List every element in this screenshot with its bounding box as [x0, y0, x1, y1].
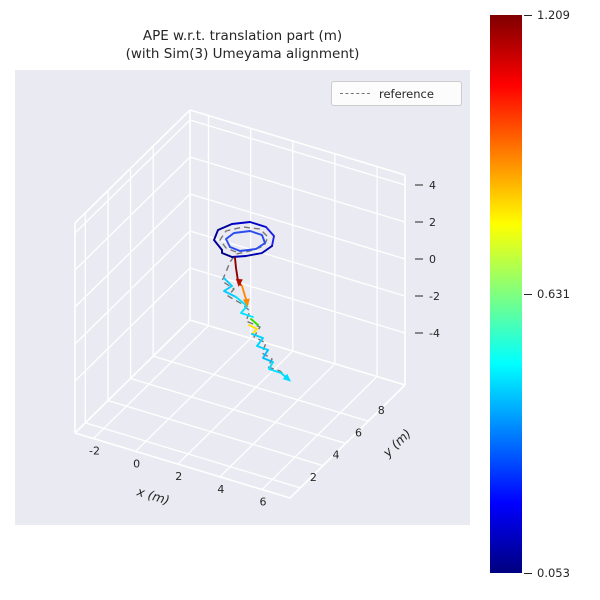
- x-tick-label: 4: [217, 483, 224, 496]
- colorbar-area: 1.209 0.631 0.053: [490, 8, 600, 580]
- axis-edge-x: [74, 432, 291, 499]
- x-tick-label: 0: [133, 457, 140, 470]
- grid-line-floor-x: [219, 363, 336, 478]
- grid-line-floor-x: [261, 376, 378, 491]
- grid-line-floor-x: [135, 337, 252, 452]
- colorbar-tick-mark: [524, 573, 532, 574]
- grid-line-leftwall-z: [74, 193, 191, 308]
- z-tick-label: 0: [429, 253, 436, 266]
- legend: reference: [331, 81, 462, 106]
- trajectory-segment: [213, 223, 233, 251]
- axis-edge-floor-back: [189, 319, 406, 386]
- colorbar-tick-label: 1.209: [537, 8, 570, 22]
- grid-line-backwall-z: [189, 156, 406, 223]
- trajectory-segment: [225, 230, 266, 252]
- trajectory-segment: [262, 349, 274, 363]
- trajectory-segment: [265, 226, 275, 247]
- figure-title-line-1: APE w.r.t. translation part (m): [142, 28, 343, 44]
- trajectory-segment: [250, 318, 259, 326]
- grid-line-leftwall-z: [74, 119, 191, 234]
- axis-edge-top-back: [189, 109, 406, 176]
- colorbar-tick-mark: [524, 294, 532, 295]
- legend-dashed-line-sample: [340, 93, 370, 94]
- colorbar-tick-label: 0.053: [537, 566, 570, 580]
- trajectory-segment: [268, 361, 288, 379]
- axis-edge-floor-left: [74, 319, 191, 434]
- colorbar-tick-label: 0.631: [537, 287, 570, 301]
- z-tick-label: -4: [429, 327, 440, 340]
- trajectory-segment: [251, 333, 269, 351]
- z-tick-label: -2: [429, 290, 440, 303]
- y-tick-label: 2: [310, 471, 317, 484]
- trajectory-segment: [221, 249, 233, 258]
- trajectory-segment: [248, 324, 258, 335]
- axes-panel-background: [15, 70, 470, 525]
- arrow-marker: [235, 278, 243, 287]
- trajectory-segment: [223, 277, 237, 298]
- grid-line-floor-y: [153, 355, 369, 422]
- grid-line-floor-x: [93, 325, 209, 440]
- arrow-marker: [282, 373, 292, 382]
- x-tick-label: -2: [89, 445, 100, 458]
- legend-item-reference: reference: [379, 86, 434, 101]
- colorbar-tick-mark: [524, 15, 532, 16]
- trajectory-segment: [234, 257, 239, 282]
- x-tick-label: 2: [175, 470, 182, 483]
- axis-edge-top-left: [74, 109, 191, 224]
- axis-edge-y: [289, 384, 406, 499]
- colorbar-gradient: [490, 15, 522, 573]
- grid-line-backwall-z: [189, 119, 406, 186]
- x-tick-label: 6: [260, 496, 267, 509]
- y-tick-label: 4: [333, 449, 340, 462]
- grid-line-floor-y: [107, 399, 324, 467]
- grid-line-leftwall-z: [74, 156, 191, 271]
- grid-line-backwall-z: [189, 193, 406, 260]
- trajectory-segment: [231, 221, 267, 228]
- reference-path: [219, 226, 287, 378]
- grid-line-backwall-z: [189, 230, 406, 297]
- grid-line-leftwall-z: [74, 230, 191, 345]
- trajectory-segment: [235, 296, 254, 318]
- grid-line-leftwall-z: [74, 267, 191, 382]
- figure-title-line-2: (with Sim(3) Umeyama alignment): [125, 46, 360, 62]
- trajectory-segment: [231, 245, 273, 258]
- z-tick-label: 2: [429, 216, 436, 229]
- z-tick-label: 4: [429, 179, 436, 192]
- arrow-marker: [242, 298, 250, 307]
- grid-line-floor-y: [130, 377, 346, 445]
- y-tick-label: 8: [378, 404, 385, 417]
- y-tick-label: 6: [355, 426, 362, 439]
- grid-line-floor-y: [85, 422, 301, 489]
